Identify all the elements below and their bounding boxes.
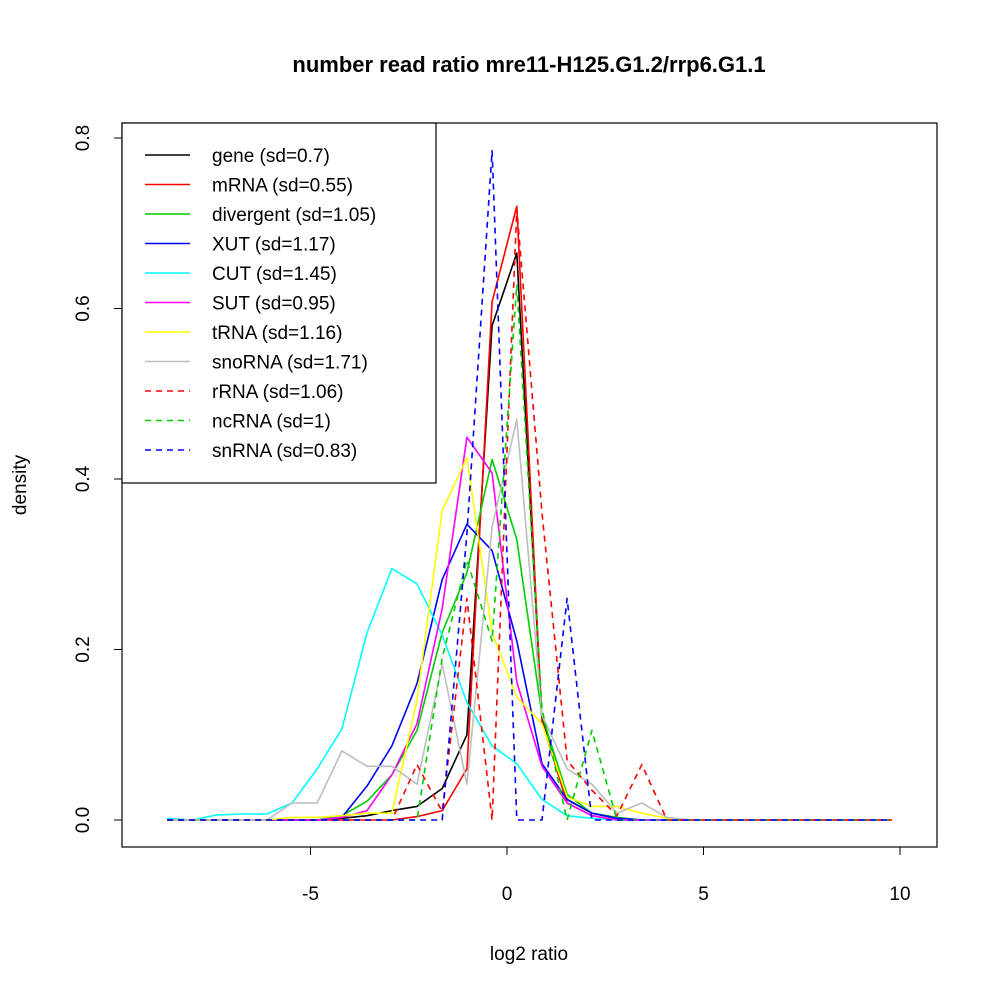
legend: gene (sd=0.7) mRNA (sd=0.55) divergent (sd… — [121, 122, 437, 484]
legend-label: mRNA (sd=0.55) — [212, 176, 353, 197]
legend-label: snoRNA (sd=1.71) — [212, 353, 368, 374]
x-tick-label: 0 — [502, 884, 513, 905]
series-line-ncrna — [167, 283, 892, 821]
y-tick-label: 0.4 — [73, 465, 94, 492]
legend-label: gene (sd=0.7) — [212, 146, 330, 167]
legend-label: CUT (sd=1.45) — [212, 264, 337, 285]
series-line-snrna — [167, 150, 892, 821]
x-axis-label: log2 ratio — [490, 944, 568, 965]
x-tick-label: -5 — [302, 884, 319, 905]
series-line-trna — [167, 456, 892, 821]
legend-label: divergent (sd=1.05) — [212, 205, 376, 226]
series-line-divergent — [167, 458, 892, 821]
legend-label: ncRNA (sd=1) — [212, 412, 331, 433]
x-tick-label: 10 — [889, 884, 910, 905]
y-tick-label: 0.8 — [73, 125, 94, 151]
legend-label: SUT (sd=0.95) — [212, 294, 336, 315]
legend-label: snRNA (sd=0.83) — [212, 441, 357, 462]
series-line-cut — [167, 567, 892, 821]
legend-label: XUT (sd=1.17) — [212, 235, 336, 256]
y-tick-label: 0.6 — [73, 295, 94, 321]
x-tick-label: 5 — [698, 884, 709, 905]
y-tick-label: 0.0 — [73, 807, 94, 833]
chart-title: number read ratio mre11-H125.G1.2/rrp6.G… — [292, 52, 765, 77]
legend-label: tRNA (sd=1.16) — [212, 323, 342, 344]
y-tick-label: 0.2 — [73, 636, 94, 662]
y-axis-label: density — [10, 454, 31, 515]
legend-label: rRNA (sd=1.06) — [212, 382, 343, 403]
